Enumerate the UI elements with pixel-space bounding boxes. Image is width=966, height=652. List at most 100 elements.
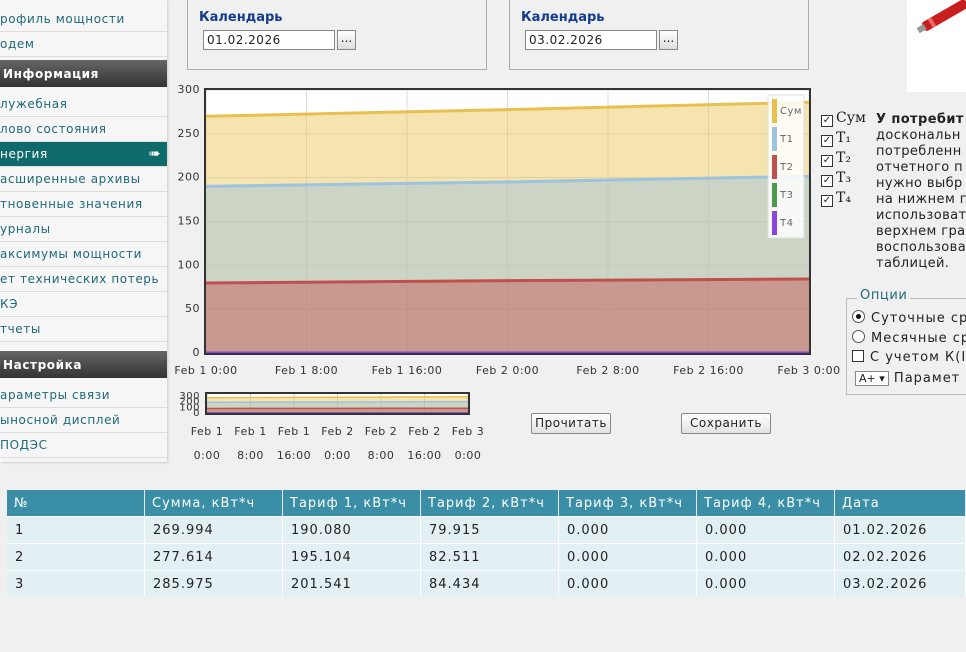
menu-item[interactable]: ыносной дисплей [0,408,167,433]
navigator-x-label: 0:00 [324,449,351,462]
menu-item[interactable]: араметры связи [0,383,167,408]
navigator-x-label: Feb 2 [365,425,397,438]
column-header: № [7,490,145,517]
navigator-y-label: 100 [179,402,200,413]
checkbox-k[interactable]: С учетом К(I [852,350,966,365]
select[interactable]: A+ ▾ [855,371,889,386]
navigator-x-label: Feb 1 [191,425,223,438]
series-line [205,174,810,188]
menu-item[interactable]: одем [0,32,167,57]
legend-label: T4 [779,218,793,229]
checkbox: ✓ [821,115,833,127]
date-input[interactable]: 03.02.2026 [525,30,657,50]
legend-label: Сум [780,106,802,117]
navigator-y-label: 0 [193,408,200,419]
checkbox: ✓ [821,175,833,187]
navigator-x-label: 0:00 [455,449,482,462]
table-cell: 0.000 [558,516,697,544]
table-row: 1 269.994 190.080 79.915 0.000 0.000 01.02.202… [7,516,966,544]
table-cell: 0.000 [558,543,697,571]
menu-item[interactable]: урналы [0,217,167,242]
navigator-y-label: 200 [179,397,200,408]
legend-swatch [772,99,777,123]
x-tick-label: Feb 1 0:00 [174,364,237,377]
info-line: нужно выбр [876,176,963,191]
navigator-series-area [207,408,468,413]
column-header: Сумма, кВт*ч [144,490,283,517]
series-toggle[interactable]: ✓ T₂ [821,150,851,167]
save-button[interactable]: Сохранить [681,413,771,434]
x-tick-label: Feb 2 16:00 [673,364,744,377]
table-cell: 01.02.2026 [834,516,966,544]
info-line: верхнем гра [876,224,966,239]
menu-item[interactable]: КЭ [0,292,167,317]
info-line: таблицей. [876,256,950,271]
table-cell: 84.434 [420,570,559,597]
menu-item[interactable]: рофиль мощности [0,7,167,32]
radio-label: Месячные ср [871,331,966,346]
info-text: У потребит доскональн потребленн отчетного… [876,112,966,272]
calendar-button[interactable]: ... [337,30,356,50]
navigator-series-area [207,401,468,413]
calendar: Календарь 03.02.2026 ... [509,0,809,70]
table-cell: 2 [7,543,145,571]
column-header: Тариф 1, кВт*ч [282,490,421,517]
y-tick-label: 50 [185,302,200,315]
navigator-x-label: 0:00 [194,449,221,462]
options-legend: Опции [857,288,911,303]
toggle-label: Сум [836,110,866,126]
menu-item[interactable]: ПОДЭС [0,433,167,458]
menu-item[interactable]: тновенные значения [0,192,167,217]
table-cell: 285.975 [144,570,283,597]
series-toggle[interactable]: ✓ T₄ [821,190,851,207]
series-area [206,176,809,353]
x-tick-label: Feb 1 16:00 [372,364,443,377]
read-button[interactable]: Прочитать [531,413,611,434]
menu-item[interactable]: аксимумы мощности [0,242,167,267]
menu-item[interactable]: ет технических потерь [0,267,167,292]
date-input[interactable]: 01.02.2026 [203,30,335,50]
radio-daily[interactable]: Суточные ср [852,310,966,326]
legend-label: T2 [779,162,793,173]
series-toggle[interactable]: ✓ T₁ [821,130,851,147]
y-tick-label: 250 [178,127,201,140]
checkbox-label: С учетом К(I [870,350,966,365]
menu-item[interactable]: асширенные архивы [0,167,167,192]
navigator-x-label: 8:00 [237,449,264,462]
navigator-x-label: 16:00 [407,449,441,462]
menu-item[interactable]: нергия ➠ [0,142,167,167]
radio-label: Суточные ср [871,311,966,326]
table-cell: 02.02.2026 [834,543,966,571]
series-area [206,278,809,353]
table-cell: 0.000 [696,543,835,571]
table-row: 3 285.975 201.541 84.434 0.000 0.000 03.02.202… [7,570,966,597]
series-toggle[interactable]: ✓ T₃ [821,170,851,187]
checkbox: ✓ [821,155,833,167]
menu-item[interactable]: лужебная [0,92,167,117]
table-header: № Сумма, кВт*ч Тариф 1, кВт*ч Тариф 2, кВт*… [7,490,966,517]
menu-item[interactable]: тчеты [0,317,167,342]
info-line: воспользова [876,240,966,255]
chart: 0 50 100 150 200 250 300 Feb 1 0:00 Feb 1 8:00 Fe… [174,83,840,462]
navigator-x-label: 8:00 [368,449,395,462]
table-cell: 3 [7,570,145,597]
toggle-label: T₁ [836,130,851,146]
series-line [205,277,810,285]
radio-monthly[interactable]: Месячные ср [852,330,966,346]
checkbox: ✓ [821,195,833,207]
menu-item[interactable]: лово состояния [0,117,167,142]
param-row: A+ ▾ Парамет [855,371,960,386]
series-line [205,100,810,118]
toggle-label: T₄ [836,190,851,206]
series-toggle[interactable]: ✓ Сум [821,110,866,127]
info-line: отчетного п [876,160,964,175]
y-tick-label: 150 [178,215,201,228]
table-cell: 79.915 [420,516,559,544]
table-cell: 0.000 [696,570,835,597]
table-cell: 277.614 [144,543,283,571]
navigator-series-line [206,400,469,403]
calendar-button[interactable]: ... [659,30,678,50]
data-table: № Сумма, кВт*ч Тариф 1, кВт*ч Тариф 2, кВт*… [7,490,966,597]
table-cell: 195.104 [282,543,421,571]
table-row: 2 277.614 195.104 82.511 0.000 0.000 02.02.202… [7,543,966,571]
